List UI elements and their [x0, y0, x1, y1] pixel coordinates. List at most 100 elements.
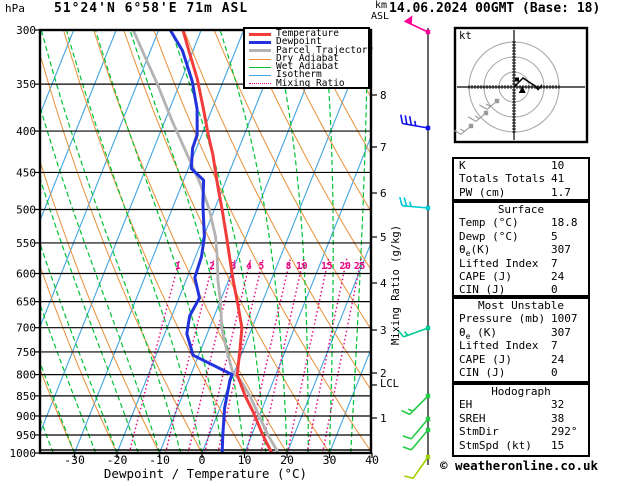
- svg-text:10: 10: [238, 453, 252, 467]
- svg-text:450: 450: [16, 166, 36, 179]
- wind-barb: [400, 114, 431, 131]
- legend-swatch-line: [249, 83, 271, 85]
- svg-text:4: 4: [380, 277, 387, 290]
- hodograph-trace: [513, 77, 543, 93]
- svg-text:-30: -30: [64, 453, 85, 467]
- legend-item: Dry Adiabat: [249, 52, 368, 64]
- panel-row-label: CIN (J): [459, 365, 506, 379]
- legend-item-label: Isotherm: [276, 69, 322, 81]
- legend-swatch-line: [249, 32, 271, 36]
- legend-item: Temperature: [249, 29, 368, 38]
- svg-text:1: 1: [380, 412, 387, 425]
- panel-row: K 10: [454, 159, 588, 172]
- temperature-curve: [181, 30, 274, 453]
- panel-row: Lifted Index 7: [454, 339, 588, 352]
- panel-row-label: Temp (°C): [459, 216, 519, 230]
- svg-text:40: 40: [365, 453, 379, 467]
- panel-row-label: CAPE (J): [459, 352, 512, 366]
- panel-row-value: 38: [551, 411, 565, 425]
- panel-row-value: 292°: [551, 425, 578, 439]
- wind-barb: [404, 454, 431, 480]
- mixing-ratio-grid: [128, 258, 362, 453]
- wind-barb: [401, 393, 431, 416]
- legend-swatch-line: [249, 66, 271, 68]
- parcel-trajectory-curve: [131, 30, 281, 453]
- panel-row: CIN (J) 0: [454, 283, 588, 296]
- wind-barb-column: [397, 15, 431, 480]
- panel-box: K 10 Totals Totals 41 PW (cm) 1.7: [452, 157, 590, 201]
- svg-text:10: 10: [296, 261, 308, 272]
- svg-text:6: 6: [380, 187, 387, 200]
- svg-text:3: 3: [231, 261, 237, 272]
- legend-item-label: Parcel Trajectory: [276, 44, 374, 56]
- hodograph-box: [452, 26, 589, 144]
- panel-row-value: 1007: [551, 312, 578, 326]
- legend-swatch-line: [249, 75, 271, 77]
- wind-barb: [404, 15, 431, 35]
- panel-row-label: PW (cm): [459, 185, 506, 199]
- svg-text:550: 550: [16, 237, 36, 250]
- panel-row: CIN (J) 0: [454, 366, 588, 379]
- svg-text:900: 900: [16, 410, 36, 423]
- legend-item-label: Dry Adiabat: [276, 52, 339, 64]
- panel-box: Most Unstable Pressure (mb) 1007 θe (K) 307 L…: [452, 297, 590, 383]
- panel-row-value: 1.7: [551, 185, 571, 199]
- svg-text:500: 500: [16, 203, 36, 216]
- svg-text:2: 2: [380, 367, 387, 380]
- km-axis: 1 2 3 4 5 6 7 8: [371, 89, 387, 425]
- panel-title: Hodograph: [491, 385, 551, 398]
- panel-row-label: θe (K): [459, 325, 497, 341]
- pressure-axis: 300 350 400 450 500 550 600 650 700 750 800 850 900 9…: [10, 24, 40, 460]
- panel-row-value: 307: [551, 325, 571, 339]
- lcl-label: LCL: [380, 378, 399, 390]
- legend-item: Dewpoint: [249, 37, 368, 47]
- wind-barb: [398, 196, 431, 211]
- panel-row-label: K: [459, 159, 466, 172]
- panel-row-value: 0: [551, 283, 558, 297]
- hodograph-gray-barb: [452, 123, 474, 135]
- storm-marker-square: [515, 77, 519, 82]
- plot-border: [38, 28, 373, 455]
- panel-row-value: 18.8: [551, 216, 578, 230]
- svg-text:0: 0: [199, 453, 206, 467]
- panel-row-label: EH: [459, 398, 473, 412]
- svg-text:5: 5: [259, 261, 265, 272]
- datetime-label: 14.06.2024 00GMT (Base: 18): [389, 1, 601, 16]
- panel-row-value: 24: [551, 269, 565, 283]
- svg-text:650: 650: [16, 296, 36, 309]
- legend-swatch-line: [249, 40, 271, 44]
- panel-box: Surface Temp (°C) 18.8 Dewp (°C) 5 θe(K) 307 Li…: [452, 201, 590, 297]
- panel-row-label: Pressure (mb): [459, 312, 546, 326]
- svg-text:25: 25: [354, 261, 366, 272]
- legend-item-label: Mixing Ratio: [276, 77, 345, 89]
- panel-title: Most Unstable: [477, 299, 565, 312]
- x-axis-title: Dewpoint / Temperature (°C): [103, 466, 308, 481]
- svg-text:3: 3: [380, 324, 387, 337]
- svg-text:4: 4: [246, 261, 252, 272]
- svg-text:850: 850: [16, 390, 36, 403]
- panel-row-value: 307: [551, 243, 571, 257]
- panel-row: CAPE (J) 24: [454, 270, 588, 283]
- panel-row-label: SREH: [459, 411, 486, 425]
- hodograph-gray-barb: [467, 110, 489, 122]
- wind-barb: [397, 325, 431, 338]
- legend-swatch-line: [249, 49, 271, 53]
- hodograph-unit-label: kt: [459, 30, 472, 42]
- panel-row: Pressure (mb) 1007: [454, 312, 588, 325]
- trace-end-marker: [533, 84, 543, 91]
- panel-row-value: 24: [551, 352, 565, 366]
- panel-row-label: Lifted Index: [459, 256, 539, 270]
- legend-box: Temperature Dewpoint Parcel Trajectory Dry …: [243, 27, 374, 89]
- panel-row-label: StmDir: [459, 425, 499, 439]
- panel-row: Dewp (°C) 5: [454, 230, 588, 243]
- panel-row-label: Dewp (°C): [459, 229, 519, 243]
- svg-text:300: 300: [16, 24, 36, 37]
- wet-adiabats-grid: [40, 30, 368, 453]
- svg-text:20: 20: [339, 261, 351, 272]
- svg-text:1: 1: [175, 261, 181, 272]
- hodograph-gray-barb: [478, 98, 500, 110]
- panel-row-label: Totals Totals: [459, 172, 546, 186]
- panel-row: Totals Totals 41: [454, 172, 588, 185]
- svg-text:600: 600: [16, 268, 36, 281]
- panel-row-label: CIN (J): [459, 283, 506, 297]
